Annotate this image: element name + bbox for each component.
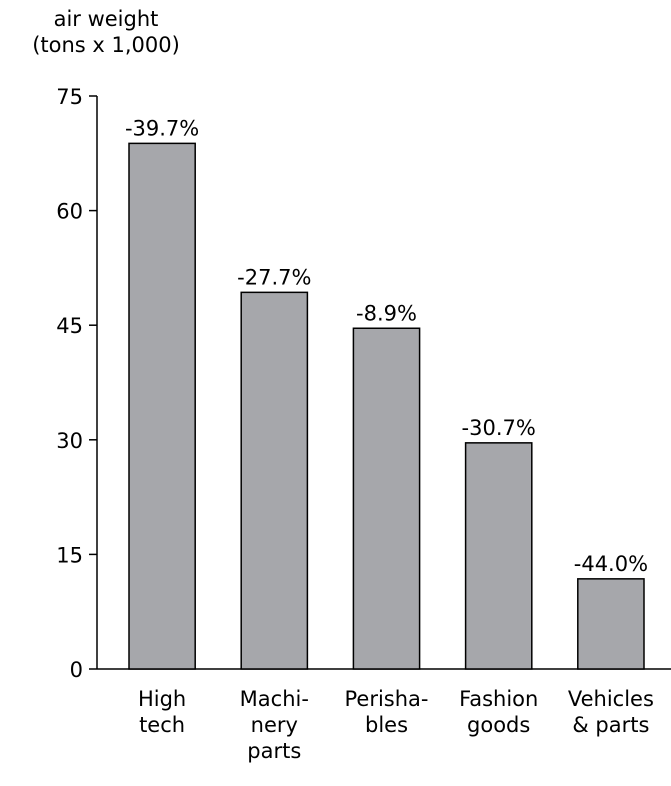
y-tick-label: 15 bbox=[56, 543, 83, 567]
bar bbox=[464, 442, 533, 670]
bar-annotation: -8.9% bbox=[356, 301, 417, 325]
x-tick-label: Fashion goods bbox=[459, 687, 538, 737]
bar bbox=[240, 291, 309, 670]
x-tick-label: High tech bbox=[138, 687, 186, 737]
y-axis-label: air weight (tons x 1,000) bbox=[32, 7, 180, 57]
bar-annotation: -44.0% bbox=[574, 552, 648, 576]
bar bbox=[352, 327, 421, 670]
x-tick-label: Vehicles & parts bbox=[568, 687, 654, 737]
bar bbox=[577, 578, 645, 670]
bar-annotation: -27.7% bbox=[237, 265, 311, 289]
x-tick-label: Machi-nery parts bbox=[240, 687, 309, 763]
y-tick-label: 60 bbox=[56, 200, 83, 224]
y-tick-label: 0 bbox=[70, 658, 83, 682]
bar-annotation: -30.7% bbox=[462, 416, 536, 440]
y-tick-label: 75 bbox=[56, 85, 83, 109]
x-tick-label: Perisha-bles bbox=[345, 687, 429, 737]
bar-annotation: -39.7% bbox=[125, 116, 199, 140]
y-tick-label: 30 bbox=[56, 429, 83, 453]
y-tick-label: 45 bbox=[56, 314, 83, 338]
bar bbox=[128, 142, 196, 670]
